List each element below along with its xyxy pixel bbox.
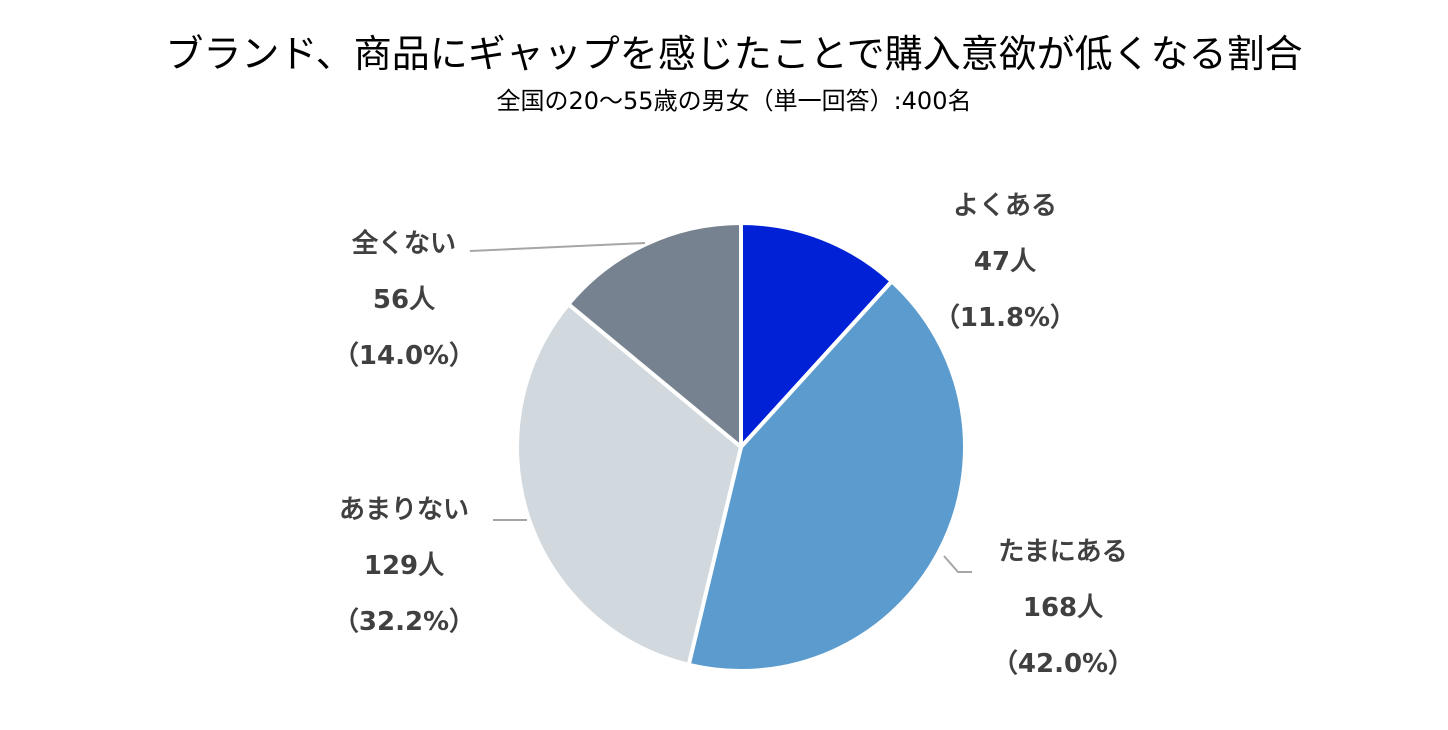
slice-label-3: あまりない — [339, 495, 469, 525]
slice-label-4: 全くない — [351, 228, 456, 259]
slice-percent-2: （42.0%） — [992, 649, 1134, 679]
pie-slice-2 — [686, 279, 967, 673]
slice-percent-4: （14.0%） — [333, 341, 475, 371]
slice-labels: よくある 47人 （11.8%） たまにある 168人 （42.0%） あまりない 129人 （… — [333, 191, 1134, 679]
pie-slices — [515, 221, 967, 673]
slice-count-2: 168人 — [1023, 593, 1103, 623]
slice-label-2: たまにある — [998, 537, 1127, 567]
chart-subtitle: 全国の20～55歳の男女（単一回答）:400名 — [497, 87, 972, 115]
slice-percent-1: （11.8%） — [934, 303, 1076, 333]
leader-lines — [469, 242, 972, 573]
chart-title: ブランド、商品にギャップを感じたことで購入意欲が低くなる割合 — [165, 32, 1302, 76]
slice-count-4: 56人 — [373, 285, 435, 315]
pie-slice-4 — [566, 221, 743, 449]
slice-count-3: 129人 — [364, 551, 444, 581]
leader-line-4 — [469, 242, 646, 252]
slice-percent-3: （32.2%） — [333, 607, 475, 637]
pie-slice-3 — [515, 302, 743, 667]
pie-slice-1 — [739, 221, 894, 449]
slice-count-1: 47人 — [974, 247, 1036, 277]
leader-line-2 — [943, 555, 972, 573]
slice-label-1: よくある — [953, 191, 1057, 221]
